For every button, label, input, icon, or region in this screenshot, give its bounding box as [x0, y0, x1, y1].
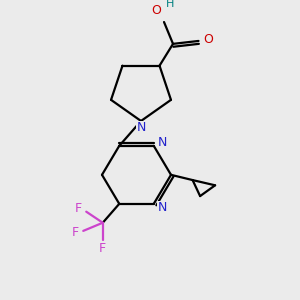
Text: O: O	[203, 33, 213, 46]
Text: N: N	[136, 121, 146, 134]
Text: H: H	[166, 0, 174, 9]
Text: F: F	[75, 202, 82, 215]
Text: O: O	[152, 4, 161, 17]
Text: N: N	[158, 136, 167, 149]
Text: N: N	[158, 201, 167, 214]
Text: F: F	[71, 226, 78, 239]
Text: F: F	[99, 242, 106, 255]
